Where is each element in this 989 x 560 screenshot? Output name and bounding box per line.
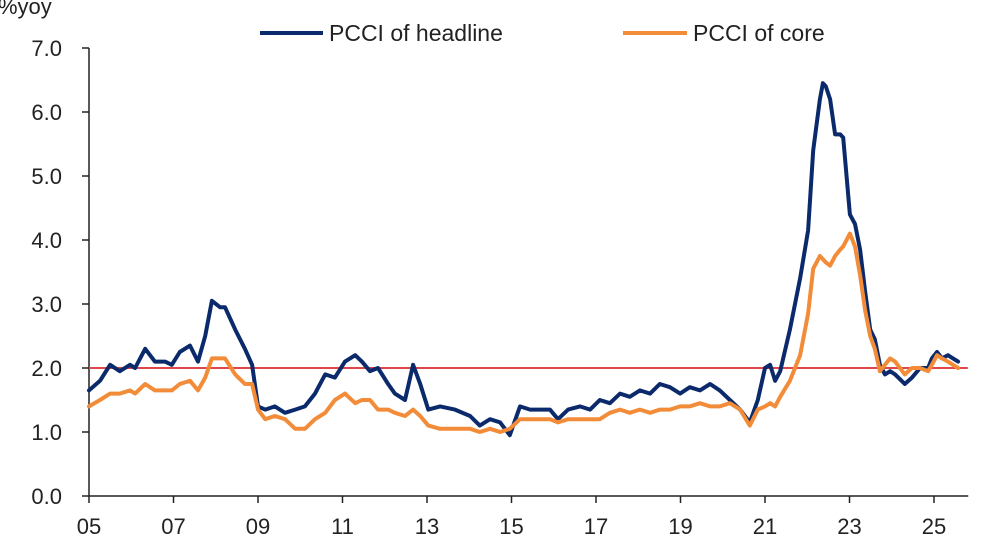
x-tick-label: 07 xyxy=(161,514,185,539)
x-tick-label: 23 xyxy=(837,514,861,539)
y-tick-label: 0.0 xyxy=(31,484,62,509)
y-tick-label: 7.0 xyxy=(31,36,62,61)
legend: PCCI of headline PCCI of core xyxy=(260,20,825,46)
x-tick-label: 17 xyxy=(584,514,608,539)
y-tick-label: 5.0 xyxy=(31,164,62,189)
legend-label-core: PCCI of core xyxy=(693,20,825,46)
y-tick-label: 3.0 xyxy=(31,292,62,317)
y-tick-label: 2.0 xyxy=(31,356,62,381)
x-tick-label: 05 xyxy=(77,514,101,539)
y-axis-label: %yoy xyxy=(0,0,52,19)
legend-label-headline: PCCI of headline xyxy=(329,20,503,46)
y-tick-label: 1.0 xyxy=(31,420,62,445)
x-tick-label: 19 xyxy=(668,514,692,539)
x-tick-label: 25 xyxy=(922,514,946,539)
x-tick-label: 13 xyxy=(415,514,439,539)
series-line-headline xyxy=(87,81,961,438)
x-tick-label: 21 xyxy=(753,514,777,539)
x-tick-label: 15 xyxy=(499,514,523,539)
x-tick-label: 09 xyxy=(246,514,270,539)
y-tick-label: 4.0 xyxy=(31,228,62,253)
series-line-core xyxy=(87,231,961,434)
x-tick-label: 11 xyxy=(331,514,354,539)
y-tick-label: 6.0 xyxy=(31,100,62,125)
